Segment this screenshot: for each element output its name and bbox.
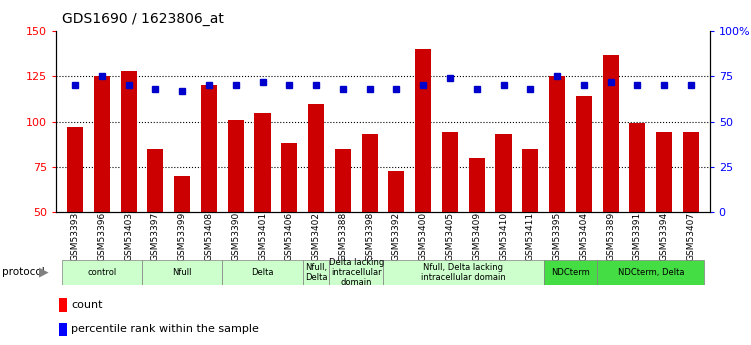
Text: GSM53410: GSM53410: [499, 212, 508, 261]
Bar: [656, 132, 672, 212]
Text: GSM53401: GSM53401: [258, 212, 267, 261]
Bar: [335, 149, 351, 212]
Bar: [330, 260, 383, 285]
Text: percentile rank within the sample: percentile rank within the sample: [71, 325, 259, 334]
Bar: [469, 158, 484, 212]
Text: ▶: ▶: [39, 265, 49, 278]
Text: GSM53395: GSM53395: [553, 212, 562, 262]
Bar: [282, 144, 297, 212]
Text: GSM53407: GSM53407: [686, 212, 695, 261]
Text: protocol: protocol: [2, 267, 44, 277]
Bar: [147, 149, 164, 212]
Text: GSM53399: GSM53399: [178, 212, 187, 262]
Bar: [602, 55, 619, 212]
Text: GSM53396: GSM53396: [98, 212, 107, 262]
Bar: [629, 124, 645, 212]
Text: GSM53408: GSM53408: [204, 212, 213, 261]
Text: GSM53389: GSM53389: [606, 212, 615, 262]
Bar: [442, 132, 458, 212]
Text: GSM53400: GSM53400: [418, 212, 427, 261]
Text: Nfull,
Delta: Nfull, Delta: [305, 263, 327, 282]
Bar: [549, 76, 565, 212]
Text: count: count: [71, 300, 103, 310]
Text: GSM53397: GSM53397: [151, 212, 160, 262]
Text: Nfull, Delta lacking
intracellular domain: Nfull, Delta lacking intracellular domai…: [421, 263, 505, 282]
Bar: [303, 260, 330, 285]
Text: GSM53405: GSM53405: [445, 212, 454, 261]
Bar: [67, 127, 83, 212]
Bar: [121, 71, 137, 212]
Bar: [222, 260, 303, 285]
Text: GSM53390: GSM53390: [231, 212, 240, 262]
Bar: [383, 260, 544, 285]
Bar: [597, 260, 704, 285]
Bar: [496, 134, 511, 212]
Bar: [255, 112, 270, 212]
Bar: [388, 170, 405, 212]
Text: GSM53393: GSM53393: [71, 212, 80, 262]
Bar: [174, 176, 190, 212]
Bar: [308, 104, 324, 212]
Text: Nfull: Nfull: [173, 268, 192, 277]
Text: GSM53409: GSM53409: [472, 212, 481, 261]
Text: GSM53406: GSM53406: [285, 212, 294, 261]
Text: GSM53388: GSM53388: [339, 212, 348, 262]
Text: GSM53392: GSM53392: [392, 212, 401, 261]
Text: GSM53402: GSM53402: [312, 212, 321, 261]
Bar: [361, 134, 378, 212]
Text: Delta lacking
intracellular
domain: Delta lacking intracellular domain: [329, 258, 384, 287]
Bar: [142, 260, 222, 285]
Bar: [683, 132, 699, 212]
Text: Delta: Delta: [252, 268, 274, 277]
Text: GDS1690 / 1623806_at: GDS1690 / 1623806_at: [62, 12, 224, 26]
Bar: [544, 260, 597, 285]
Bar: [201, 85, 217, 212]
Text: GSM53391: GSM53391: [633, 212, 642, 262]
Text: GSM53398: GSM53398: [365, 212, 374, 262]
Text: GSM53394: GSM53394: [659, 212, 668, 261]
Bar: [228, 120, 244, 212]
Text: GSM53403: GSM53403: [124, 212, 133, 261]
Text: NDCterm: NDCterm: [551, 268, 590, 277]
Bar: [415, 49, 431, 212]
Text: control: control: [87, 268, 116, 277]
Bar: [522, 149, 538, 212]
Text: GSM53404: GSM53404: [579, 212, 588, 261]
Text: GSM53411: GSM53411: [526, 212, 535, 261]
Bar: [62, 260, 142, 285]
Bar: [94, 76, 110, 212]
Bar: [576, 96, 592, 212]
Text: NDCterm, Delta: NDCterm, Delta: [617, 268, 684, 277]
